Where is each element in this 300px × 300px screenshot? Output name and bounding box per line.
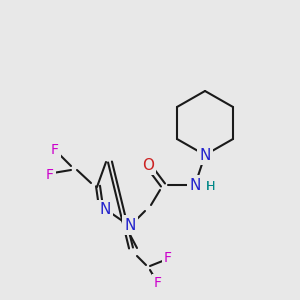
Text: O: O: [142, 158, 154, 172]
Text: F: F: [51, 143, 59, 157]
Text: F: F: [164, 251, 172, 265]
Text: F: F: [164, 251, 172, 265]
Text: N: N: [189, 178, 201, 193]
Text: F: F: [51, 143, 59, 157]
Text: H: H: [206, 179, 215, 193]
Text: N: N: [199, 148, 211, 163]
Text: F: F: [46, 168, 54, 182]
Text: F: F: [154, 276, 162, 290]
Text: N: N: [124, 218, 136, 232]
Text: N: N: [199, 148, 211, 163]
Text: O: O: [142, 158, 154, 172]
Text: H: H: [206, 179, 215, 193]
Text: N: N: [99, 202, 111, 217]
Text: F: F: [154, 276, 162, 290]
Text: N: N: [99, 202, 111, 217]
Text: N: N: [124, 218, 136, 232]
Text: N: N: [189, 178, 201, 193]
Text: F: F: [46, 168, 54, 182]
